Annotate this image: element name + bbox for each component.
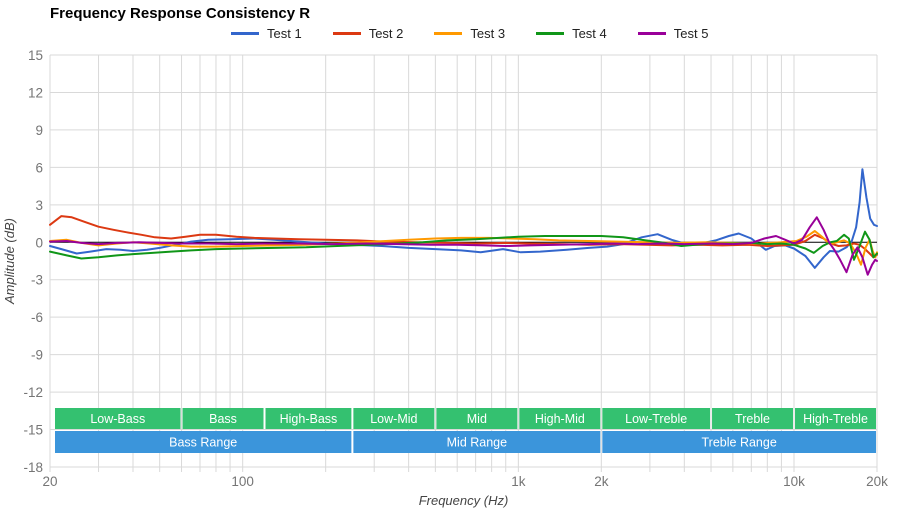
y-tick-label: -18	[23, 460, 43, 475]
series-line-test-4	[49, 230, 878, 261]
band-treble-label: Treble	[735, 412, 770, 426]
band-high-bass-label: High-Bass	[280, 412, 338, 426]
x-tick-label: 10k	[783, 474, 805, 489]
y-tick-label: -6	[31, 310, 43, 325]
band-mid-label: Mid	[467, 412, 487, 426]
legend-item-test-4[interactable]: Test 4	[536, 26, 607, 41]
x-tick-label: 1k	[511, 474, 526, 489]
y-tick-label: -3	[31, 273, 43, 288]
band-mid-range-label: Mid Range	[447, 436, 507, 450]
x-tick-label: 20	[42, 474, 57, 489]
band-high-treble-label: High-Treble	[803, 412, 868, 426]
band-treble-range-label: Treble Range	[702, 436, 777, 450]
band-high-mid	[519, 408, 601, 429]
series-line-test-5	[49, 216, 878, 276]
y-tick-label: 6	[35, 160, 43, 175]
legend-swatch-test-2	[332, 32, 361, 35]
band-treble-range	[602, 431, 876, 453]
legend-swatch-test-3	[434, 32, 463, 35]
legend-label-test-3: Test 3	[470, 26, 506, 41]
legend-item-test-1[interactable]: Test 1	[231, 26, 302, 41]
band-mid-range	[353, 431, 601, 453]
y-tick-label: 3	[35, 198, 43, 213]
x-axis-title: Frequency (Hz)	[419, 493, 509, 508]
band-low-treble	[602, 408, 711, 429]
legend-label-test-5: Test 5	[673, 26, 709, 41]
y-tick-label: -12	[23, 385, 43, 400]
y-tick-label: 15	[28, 48, 43, 63]
band-high-bass	[265, 408, 352, 429]
y-tick-label: -15	[23, 423, 43, 438]
x-tick-label: 20k	[866, 474, 888, 489]
band-low-bass-label: Low-Bass	[90, 412, 145, 426]
legend-label-test-1: Test 1	[267, 26, 302, 41]
band-high-treble	[795, 408, 876, 429]
legend-item-test-5[interactable]: Test 5	[637, 26, 709, 41]
legend-swatch-test-1	[231, 32, 259, 35]
legend-swatch-test-4	[536, 32, 565, 35]
y-axis-title: Amplitude (dB)	[2, 218, 17, 305]
legend-swatch-test-5	[637, 32, 666, 35]
legend-item-test-2[interactable]: Test 2	[332, 26, 404, 41]
y-tick-label: -9	[31, 348, 43, 363]
band-low-mid-label: Low-Mid	[370, 412, 417, 426]
chart-title: Frequency Response Consistency R	[50, 5, 311, 22]
band-bass-range-label: Bass Range	[169, 436, 237, 450]
band-bass-range	[55, 431, 352, 453]
band-low-treble-label: Low-Treble	[625, 412, 687, 426]
band-low-mid	[353, 408, 435, 429]
series-line-test-3	[49, 230, 878, 266]
legend-label-test-4: Test 4	[572, 26, 607, 41]
band-mid	[436, 408, 518, 429]
y-tick-label: 12	[28, 85, 43, 100]
legend: Test 1 Test 2 Test 3 Test 4 Test 5	[231, 26, 708, 41]
band-low-bass	[55, 408, 181, 429]
band-bass-label: Bass	[209, 412, 237, 426]
legend-label-test-2: Test 2	[368, 26, 404, 41]
series-line-test-1	[49, 168, 878, 269]
band-bass	[182, 408, 264, 429]
y-tick-label: 9	[35, 123, 43, 138]
x-tick-label: 2k	[594, 474, 609, 489]
x-tick-label: 100	[231, 474, 254, 489]
y-tick-label: 0	[35, 235, 43, 250]
band-treble	[712, 408, 794, 429]
band-high-mid-label: High-Mid	[535, 412, 585, 426]
legend-item-test-3[interactable]: Test 3	[434, 26, 505, 41]
